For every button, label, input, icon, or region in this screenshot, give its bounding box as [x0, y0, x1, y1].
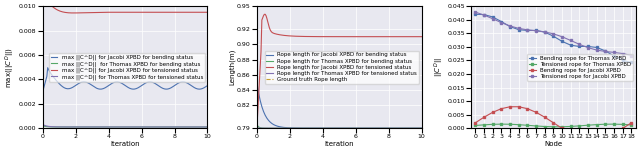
Y-axis label: ||$C^D$||: ||$C^D$||	[433, 57, 446, 77]
X-axis label: Iteration: Iteration	[110, 141, 140, 147]
X-axis label: Node: Node	[545, 141, 563, 147]
Y-axis label: Length(m): Length(m)	[229, 49, 236, 85]
Legend: Bending rope for Thomas XPBD, Tensioned rope for Thomas XPBD, Bending rope for J: Bending rope for Thomas XPBD, Tensioned …	[527, 54, 633, 80]
X-axis label: Iteration: Iteration	[324, 141, 354, 147]
Y-axis label: max(||$C^D$||): max(||$C^D$||)	[4, 47, 17, 88]
Legend: Rope length for Jacobi XPBD for bending status, Rope length for Thomas XPBD for : Rope length for Jacobi XPBD for bending …	[265, 51, 419, 84]
Legend: max ||C^D|| for Jacobi XPBD for bending status, max ||C^D||  for Thomas XPBD for: max ||C^D|| for Jacobi XPBD for bending …	[49, 53, 205, 82]
